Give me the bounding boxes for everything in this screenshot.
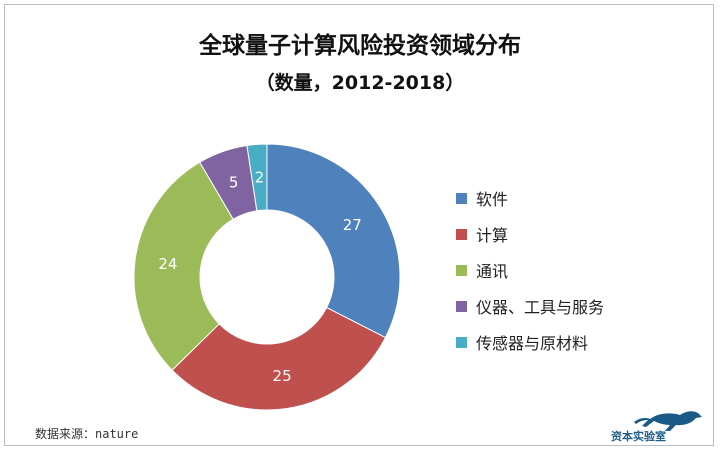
legend-swatch [456,300,467,312]
legend-swatch [456,264,467,276]
legend-label: 软件 [476,190,509,209]
donut-slice [266,143,401,339]
chart-title: 全球量子计算风险投资领域分布 [199,33,521,59]
chart-legend: 软件计算通讯仪器、工具与服务 传感器与原材料 [456,186,604,366]
legend-item: 通讯 [456,258,604,282]
legend-item: 传感器与原材料 [456,330,604,354]
data-source: 数据来源：nature [35,427,139,441]
legend-swatch [456,336,467,348]
legend-label: 通讯 [476,262,509,281]
watermark-text: 资本实验室 [611,430,666,443]
slice-value-label: 24 [158,255,177,273]
legend-swatch [456,192,467,204]
slice-value-label: 5 [229,174,239,192]
legend-item: 计算 [456,222,604,246]
legend-label: 仪器、工具与服务 [476,298,605,317]
slice-value-label: 27 [343,216,362,234]
legend-label: 计算 [476,226,509,245]
chart-subtitle: （数量，2012-2018） [255,72,465,94]
slice-value-label: 25 [273,367,292,385]
slice-value-label: 2 [255,168,265,186]
donut-slice [171,306,387,411]
legend-item: 仪器、工具与服务 [456,294,604,318]
donut-slice [246,143,268,212]
donut-slice [133,161,234,371]
legend-item: 软件 [456,186,604,210]
legend-swatch [456,228,467,240]
legend-label: 传感器与原材料 [476,334,589,353]
cheetah-logo-icon [634,411,702,431]
